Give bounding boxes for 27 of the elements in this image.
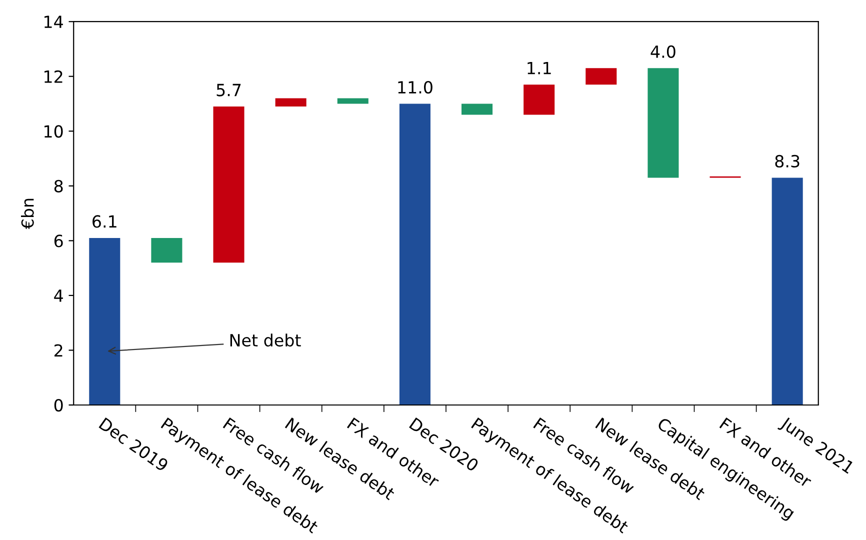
y-tick-label: 14 — [44, 16, 63, 28]
y-tick-label: 12 — [44, 70, 62, 83]
y-tick-label: 8 — [54, 180, 63, 192]
data-label: 11.0 — [398, 80, 432, 94]
data-label: 6.1 — [92, 215, 116, 228]
y-tick-label: 6 — [54, 234, 63, 248]
bar — [151, 238, 182, 263]
bar — [586, 68, 617, 85]
bar — [772, 178, 803, 405]
bar — [648, 68, 679, 178]
bar — [275, 98, 306, 106]
y-tick-label: 2 — [54, 344, 62, 357]
bar — [213, 106, 244, 263]
annotation: Net debt — [230, 334, 301, 347]
y-axis-title: €bn — [20, 198, 34, 230]
y-tick-label: 10 — [44, 125, 63, 138]
data-label: 4.0 — [650, 45, 676, 58]
data-label: 5.7 — [216, 84, 241, 96]
bar — [337, 98, 368, 104]
bar — [524, 84, 555, 115]
bar — [89, 238, 120, 405]
y-tick-label: 4 — [54, 290, 63, 302]
bar — [462, 104, 493, 115]
data-label: 1.1 — [528, 62, 551, 74]
data-label: 8.3 — [775, 154, 800, 168]
bar — [399, 104, 430, 405]
y-tick-label: 0 — [54, 398, 63, 412]
